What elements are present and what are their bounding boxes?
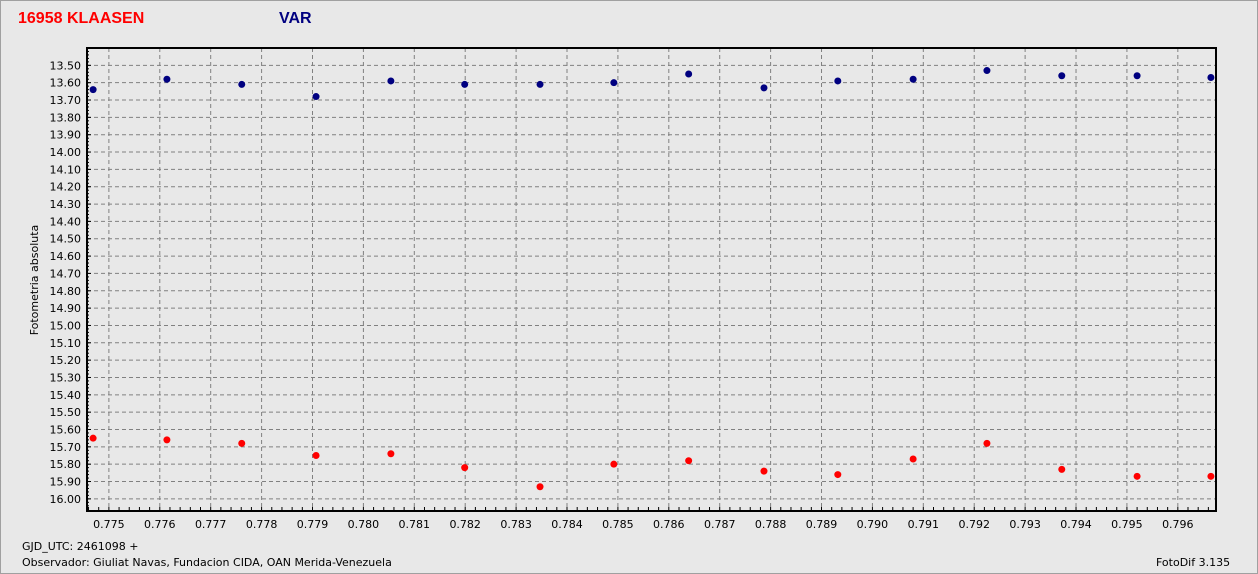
- y-tick-label: 14.10: [50, 163, 82, 176]
- y-tick-label: 15.10: [50, 337, 82, 350]
- var-point: [1133, 72, 1141, 80]
- x-tick-label: 0.790: [857, 518, 889, 531]
- comp-point: [760, 467, 768, 475]
- series-label: VAR: [279, 10, 312, 27]
- y-tick-label: 14.90: [50, 302, 82, 315]
- y-tick-label: 14.60: [50, 250, 82, 263]
- y-tick-label: 13.80: [50, 111, 82, 124]
- y-tick-label: 15.40: [50, 389, 82, 402]
- var-point: [834, 77, 842, 85]
- y-tick-label: 13.90: [50, 129, 82, 142]
- x-tick-label: 0.796: [1162, 518, 1194, 531]
- x-tick-label: 0.777: [195, 518, 227, 531]
- star-title: 16958 KLAASEN: [18, 10, 145, 27]
- var-point: [461, 80, 469, 88]
- var-point: [760, 84, 768, 92]
- x-tick-label: 0.778: [246, 518, 278, 531]
- x-tick-label: 0.786: [653, 518, 685, 531]
- x-tick-label: 0.785: [602, 518, 634, 531]
- x-tick-label: 0.775: [93, 518, 125, 531]
- y-tick-label: 14.30: [50, 198, 82, 211]
- comp-point: [1058, 465, 1066, 473]
- comp-point: [1133, 472, 1141, 480]
- y-tick-label: 15.50: [50, 406, 82, 419]
- var-point: [312, 93, 320, 101]
- var-point: [685, 70, 693, 78]
- x-tick-label: 0.781: [399, 518, 431, 531]
- var-point: [163, 75, 171, 83]
- y-tick-label: 14.70: [50, 267, 82, 280]
- y-tick-label: 15.30: [50, 371, 82, 384]
- comp-point: [610, 460, 618, 468]
- comp-point: [461, 464, 469, 472]
- x-tick-label: 0.793: [1009, 518, 1041, 531]
- y-tick-label: 15.60: [50, 423, 82, 436]
- y-tick-label: 15.90: [50, 476, 82, 489]
- x-tick-label: 0.787: [704, 518, 736, 531]
- var-point: [89, 86, 97, 94]
- y-tick-label: 13.70: [50, 94, 82, 107]
- y-tick-label: 14.80: [50, 285, 82, 298]
- plot-area: [87, 48, 1216, 511]
- var-point: [536, 80, 544, 88]
- comp-point: [685, 457, 693, 465]
- x-tick-label: 0.780: [348, 518, 380, 531]
- y-tick-label: 15.80: [50, 458, 82, 471]
- comp-point: [909, 455, 917, 463]
- y-tick-label: 15.00: [50, 319, 82, 332]
- comp-point: [89, 434, 97, 442]
- comp-point: [1207, 472, 1215, 480]
- var-point: [1058, 72, 1066, 80]
- y-tick-label: 16.00: [50, 493, 82, 506]
- software-label: FotoDif 3.135: [1156, 556, 1231, 569]
- y-tick-label: 15.70: [50, 441, 82, 454]
- comp-point: [238, 439, 246, 447]
- gjd-label: GJD_UTC: 2461098 +: [22, 540, 139, 553]
- var-point: [909, 75, 917, 83]
- y-tick-label: 14.20: [50, 181, 82, 194]
- x-tick-label: 0.795: [1111, 518, 1143, 531]
- x-tick-label: 0.784: [551, 518, 583, 531]
- comp-point: [163, 436, 171, 444]
- x-tick-label: 0.776: [144, 518, 176, 531]
- comp-point: [387, 450, 395, 458]
- x-tick-label: 0.788: [755, 518, 787, 531]
- y-tick-label: 15.20: [50, 354, 82, 367]
- y-axis-label: Fotometria absoluta: [28, 225, 41, 336]
- comp-point: [312, 452, 320, 460]
- y-tick-label: 13.50: [50, 59, 82, 72]
- comp-point: [834, 471, 842, 479]
- comp-point: [983, 439, 991, 447]
- var-point: [983, 67, 991, 75]
- x-tick-label: 0.794: [1060, 518, 1092, 531]
- y-tick-label: 13.60: [50, 77, 82, 90]
- y-tick-label: 14.40: [50, 215, 82, 228]
- x-tick-label: 0.789: [806, 518, 838, 531]
- plot-border: [86, 47, 1217, 512]
- x-tick-label: 0.791: [908, 518, 940, 531]
- comp-point: [536, 483, 544, 491]
- var-point: [1207, 73, 1215, 81]
- var-point: [387, 77, 395, 85]
- var-point: [238, 80, 246, 88]
- x-tick-label: 0.783: [500, 518, 532, 531]
- x-tick-label: 0.779: [297, 518, 329, 531]
- var-point: [610, 79, 618, 87]
- observer-label: Observador: Giuliat Navas, Fundacion CID…: [22, 556, 392, 569]
- y-tick-label: 14.50: [50, 233, 82, 246]
- x-tick-label: 0.782: [449, 518, 481, 531]
- y-tick-label: 14.00: [50, 146, 82, 159]
- x-tick-label: 0.792: [958, 518, 990, 531]
